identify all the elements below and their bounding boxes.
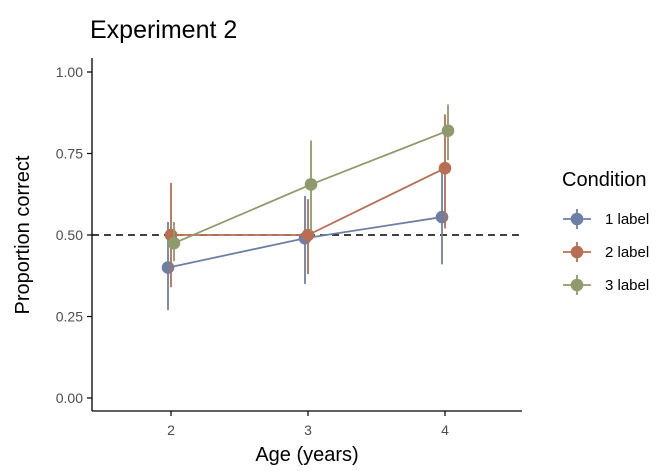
y-axis-title: Proportion correct	[12, 155, 34, 314]
y-tick-label: 0.75	[56, 146, 83, 162]
x-axis-title: Age (years)	[255, 444, 358, 466]
legend-title: Condition	[562, 169, 647, 191]
plot-area	[92, 104, 522, 310]
legend-item: 2 label	[563, 242, 649, 262]
legend-label: 1 label	[605, 211, 649, 228]
data-point	[301, 228, 315, 242]
series-layer	[161, 104, 455, 310]
data-point	[167, 236, 181, 250]
y-tick-label: 1.00	[56, 64, 83, 80]
legend-key-point	[570, 212, 584, 226]
data-point	[161, 261, 175, 274]
legend: Condition 1 label 2 label 3 label	[562, 169, 649, 295]
y-tick-label: 0.00	[56, 390, 83, 406]
legend-key-point	[570, 245, 584, 259]
legend-item: 1 label	[563, 209, 649, 229]
data-point	[441, 124, 455, 137]
x-tick-label: 3	[304, 422, 312, 438]
y-axis: 0.00 0.25 0.50 0.75 1.00	[56, 58, 93, 411]
y-tick-label: 0.25	[56, 309, 83, 325]
chart-title: Experiment 2	[90, 16, 237, 44]
series-2-label	[164, 114, 452, 288]
x-axis: 2 3 4	[92, 410, 522, 438]
x-tick-label: 2	[167, 422, 175, 438]
data-point	[438, 161, 452, 175]
legend-label: 3 label	[605, 277, 649, 294]
x-tick-label: 4	[441, 422, 449, 438]
data-point	[304, 178, 318, 191]
legend-key-point	[570, 278, 584, 292]
data-point	[435, 210, 449, 224]
y-tick-label: 0.50	[56, 227, 83, 243]
legend-label: 2 label	[605, 244, 649, 261]
series-3-label	[167, 104, 455, 262]
legend-item: 3 label	[563, 275, 649, 295]
